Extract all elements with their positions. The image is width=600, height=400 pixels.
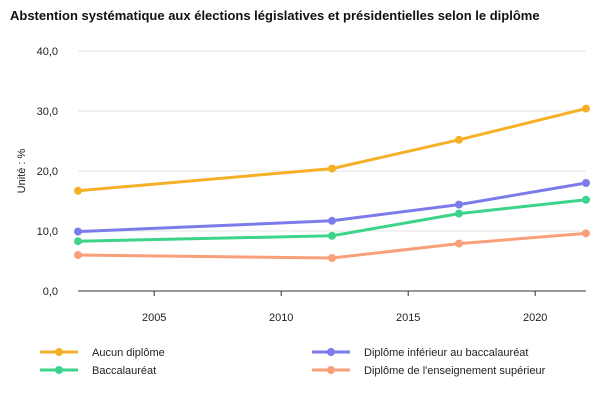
legend-label: Diplôme de l'enseignement supérieur — [364, 365, 546, 377]
legend-label: Diplôme inférieur au baccalauréat — [364, 347, 528, 359]
data-point — [455, 200, 463, 209]
data-point — [328, 231, 336, 240]
data-point — [455, 209, 463, 218]
axis-layer: 0,0 10,0 20,0 30,0 40,0 2005 2010 2015 2020 Unité… — [16, 46, 547, 324]
y-tick-label: 20,0 — [37, 166, 58, 178]
x-tick-label: 2010 — [269, 312, 293, 324]
legend-label: Aucun diplôme — [92, 347, 165, 359]
series-line-2 — [76, 181, 588, 234]
series-line-3 — [76, 198, 588, 243]
legend-label: Baccalauréat — [92, 365, 156, 377]
y-tick-label: 10,0 — [37, 226, 58, 238]
series-line-4 — [76, 231, 588, 260]
data-point — [328, 164, 336, 173]
x-tick-label: 2015 — [396, 312, 420, 324]
data-point — [74, 237, 82, 246]
y-tick-label: 30,0 — [37, 106, 58, 118]
data-point — [74, 186, 82, 195]
chart-title: Abstention systématique aux élections lé… — [10, 8, 540, 23]
data-point — [582, 195, 590, 204]
data-point — [582, 229, 590, 238]
data-point — [328, 216, 336, 225]
x-tick-label: 2005 — [142, 312, 166, 324]
x-tick-label: 2020 — [523, 312, 547, 324]
legend-marker — [55, 348, 63, 356]
series-line-1 — [76, 107, 588, 193]
y-tick-label: 40,0 — [37, 46, 58, 58]
data-point — [455, 239, 463, 248]
data-point — [582, 179, 590, 187]
legend-marker — [327, 366, 335, 374]
data-point — [455, 135, 463, 144]
y-tick-label: 0,0 — [43, 286, 58, 298]
data-point — [74, 251, 82, 259]
data-point — [582, 104, 590, 113]
data-point — [74, 227, 82, 236]
y-axis-title: Unité : % — [16, 148, 28, 193]
legend-marker — [55, 366, 63, 374]
legend: Aucun diplôme Diplôme inférieur au baccal… — [40, 347, 546, 377]
data-point — [328, 254, 336, 262]
legend-marker — [327, 348, 335, 356]
series-layer — [74, 104, 590, 262]
